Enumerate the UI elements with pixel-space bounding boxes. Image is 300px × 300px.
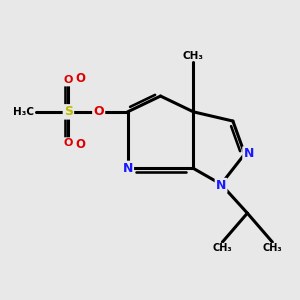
Text: S: S bbox=[64, 105, 73, 118]
Text: O: O bbox=[75, 138, 85, 151]
Text: N: N bbox=[216, 179, 226, 192]
Text: H₃C: H₃C bbox=[13, 107, 34, 117]
Text: N: N bbox=[244, 147, 254, 161]
Text: CH₃: CH₃ bbox=[262, 243, 282, 254]
Text: CH₃: CH₃ bbox=[183, 50, 204, 61]
Text: O: O bbox=[64, 138, 73, 148]
Text: CH₃: CH₃ bbox=[213, 243, 232, 254]
Text: N: N bbox=[122, 162, 133, 175]
Text: O: O bbox=[93, 105, 104, 118]
Text: O: O bbox=[75, 72, 85, 86]
Text: O: O bbox=[64, 75, 73, 85]
